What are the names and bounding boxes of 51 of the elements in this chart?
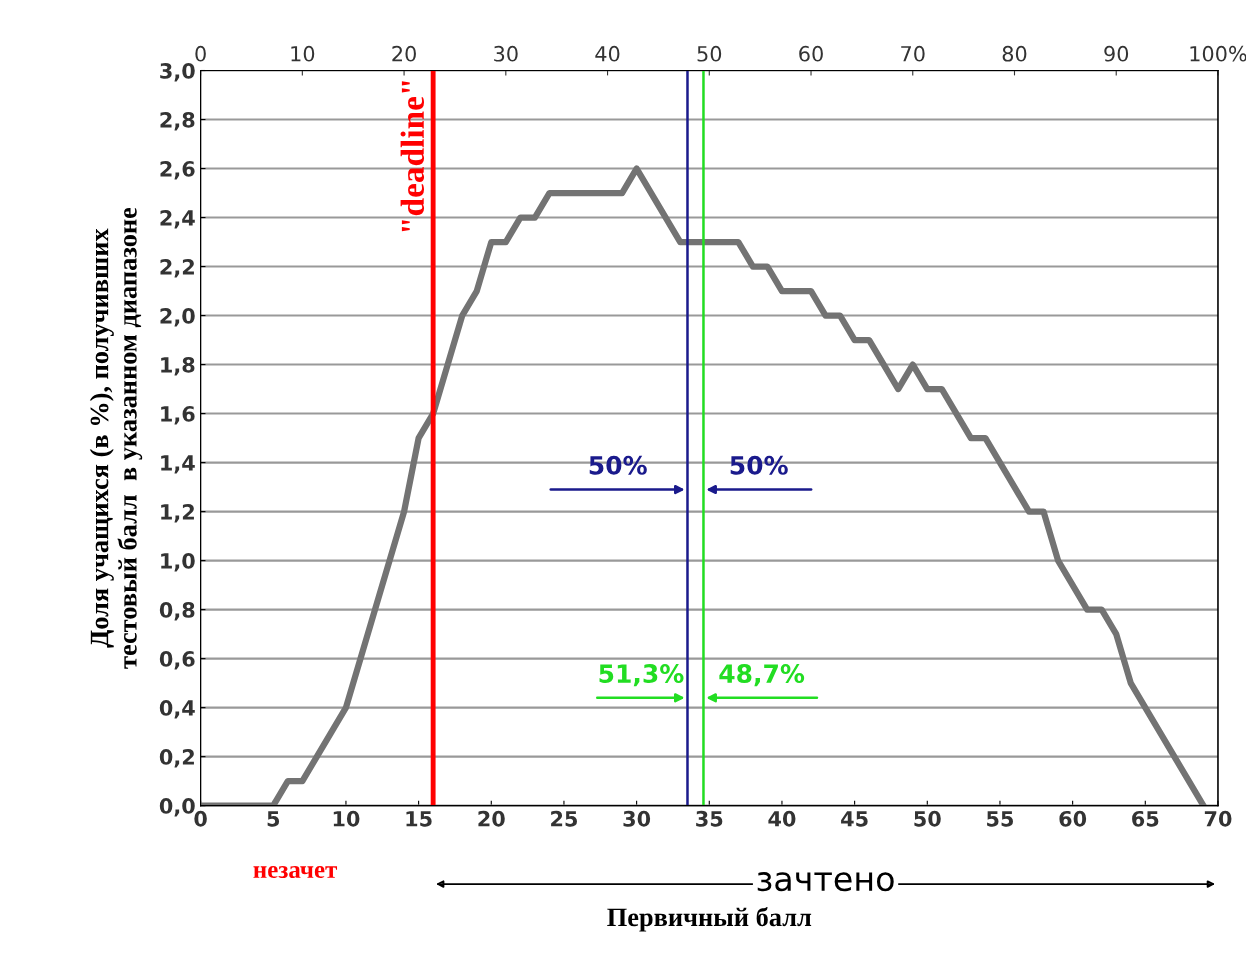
y-tick-label: 2,8 (160, 111, 195, 131)
y-tick-label: 2,0 (160, 308, 195, 327)
x-tick-label: 5 (267, 811, 280, 827)
x2-tick-label: 50 (697, 45, 722, 62)
x2-tick-label: 10 (291, 45, 315, 62)
annotation: 48,7% (719, 664, 805, 687)
y-tick-label: 1,2 (161, 504, 194, 523)
x2-tick-label: 40 (595, 45, 620, 62)
y-tick-label: 1,4 (161, 455, 195, 474)
x2-tick-label: 0 (195, 45, 206, 62)
y-tick-label: 0,0 (159, 798, 195, 817)
x-tick-label: 0 (194, 810, 207, 827)
x-tick-label: 15 (406, 811, 432, 827)
x2-tick-label: 70 (901, 45, 925, 62)
x-tick-label: 20 (478, 810, 505, 827)
x2-tick-label: 30 (494, 45, 518, 62)
x-tick-label: 55 (987, 811, 1013, 827)
x-tick-label: 45 (841, 811, 868, 827)
x-tick-label: 50 (914, 810, 941, 827)
y-tick-label: 0,6 (159, 651, 195, 670)
y-tick-label: 1,0 (161, 553, 195, 572)
y-axis-title: Доля учащихся (в %), получивших тестовый балл в указанном диапазоне (89, 207, 143, 669)
x-tick-label: 25 (551, 810, 577, 827)
x-tick-label: 10 (333, 810, 360, 827)
y-tick-label: 2,6 (160, 160, 195, 180)
x-tick-label: 60 (1059, 810, 1087, 827)
y-tick-label: 0,8 (159, 602, 195, 621)
text: зачтено (757, 872, 894, 892)
x2-tick-label: 60 (799, 45, 823, 62)
y-tick-label: 2,4 (160, 210, 195, 229)
x-tick-label: 70 (1204, 810, 1232, 827)
x-tick-label: 30 (623, 810, 651, 827)
x-tick-label: 35 (696, 810, 723, 827)
x2-tick-label: 20 (392, 45, 416, 62)
y-tick-label: 1,6 (161, 406, 195, 425)
x2-tick-label: 90 (1104, 45, 1129, 62)
x-tick-label: 65 (1132, 810, 1159, 827)
x2-tick-label: 100% (1190, 45, 1246, 62)
text: незачет (253, 866, 338, 879)
y-tick-label: 0,4 (159, 700, 195, 719)
x2-tick-label: 80 (1002, 45, 1027, 62)
ref-line-label: "deadline" (400, 81, 425, 232)
x-axis-title: Первичный балл (607, 907, 812, 932)
annotation: 51,3% (599, 664, 684, 687)
y-tick-label: 0,2 (159, 749, 194, 768)
annotation: 50% (589, 455, 647, 475)
x-tick-label: 40 (768, 810, 796, 827)
y-tick-label: 1,8 (161, 357, 195, 376)
y-tick-label: 3,0 (160, 62, 195, 82)
y-tick-label: 2,2 (160, 259, 194, 278)
annotation: 50% (730, 455, 788, 475)
